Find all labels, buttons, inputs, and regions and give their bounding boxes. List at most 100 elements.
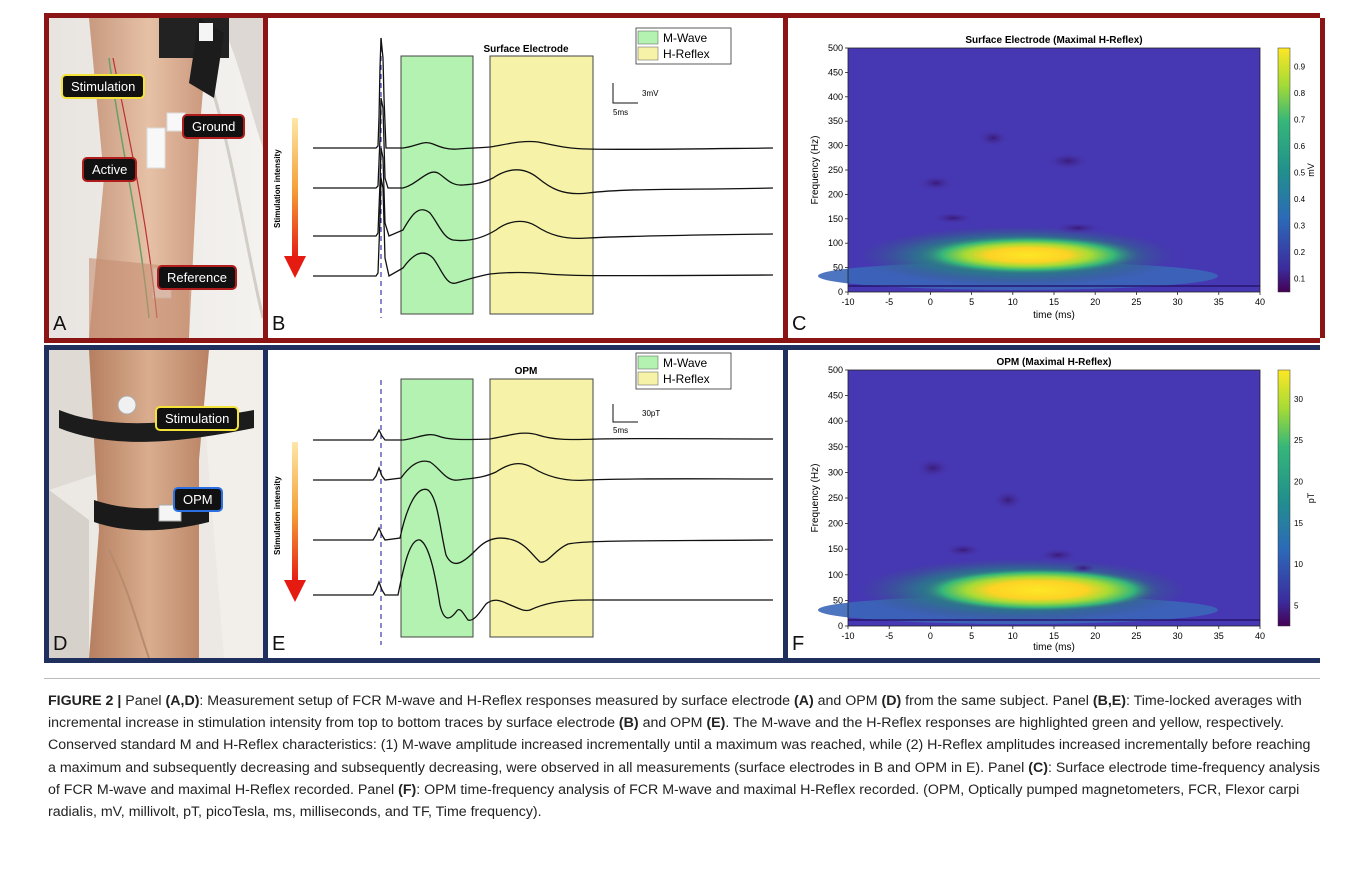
tf-xticks-surface: -10 -5 0 5 10 15 20 25 30 35 40 <box>841 292 1265 307</box>
ytick-label: 350 <box>828 442 843 452</box>
ytick-label: 250 <box>828 493 843 503</box>
panel-letter-c: C <box>792 313 807 335</box>
scale-bar-opm <box>612 404 638 423</box>
trace-title-opm: OPM <box>515 366 538 377</box>
tf-ylabel-opm: Frequency (Hz) <box>810 464 821 533</box>
hreflex-window <box>489 55 594 315</box>
tf-ylabel-surface: Frequency (Hz) <box>810 136 821 205</box>
intensity-label-surface: Stimulation intensity <box>273 149 282 228</box>
xtick-label: 10 <box>1008 297 1018 307</box>
trace-opm-4 <box>313 539 773 621</box>
cbar-tick-label: 0.3 <box>1294 222 1306 231</box>
scale-time-surface: 5ms <box>613 108 628 117</box>
caption-divider <box>44 678 1320 679</box>
ytick-label: 350 <box>828 116 843 126</box>
caption-text: and OPM <box>638 715 707 732</box>
label-opm: OPM <box>173 487 223 512</box>
scale-time-opm: 5ms <box>613 426 628 435</box>
xtick-label: 25 <box>1131 297 1141 307</box>
xtick-label: -5 <box>885 297 893 307</box>
xtick-label: 5 <box>969 631 974 641</box>
caption-text: and OPM <box>813 693 882 709</box>
xtick-label: 40 <box>1255 297 1265 307</box>
scale-amp-opm: 30pT <box>642 409 660 418</box>
legend-box-opm <box>635 352 732 390</box>
cbar-tick-label: 0.1 <box>1294 275 1306 284</box>
panel-b-traces: Surface Electrode M-Wave H-Reflex 3mV 5m… <box>268 18 783 338</box>
panel-e-traces: OPM M-Wave H-Reflex 30pT 5ms Stimulation… <box>268 350 783 658</box>
trace-plot-opm: OPM M-Wave H-Reflex 30pT 5ms Stimulation… <box>273 352 774 645</box>
tf-title-opm: OPM (Maximal H-Reflex) <box>996 357 1111 368</box>
trace-opm-1 <box>313 428 774 441</box>
tf-plot-opm: OPM (Maximal H-Reflex) 05010015020025030… <box>810 357 1316 653</box>
legend-label-mwave-opm: M-Wave <box>663 356 708 370</box>
colorbar-label-surface: mV <box>1306 163 1316 177</box>
cbar-tick-label: 0.9 <box>1294 63 1306 72</box>
ytick-label: 500 <box>828 43 843 53</box>
figure-row-surface: Stimulation Ground Active Reference A Su… <box>44 13 1325 343</box>
xtick-label: 35 <box>1214 631 1224 641</box>
xtick-label: 40 <box>1255 631 1265 641</box>
cbar-tick-label: 15 <box>1294 519 1303 528</box>
ytick-label: 450 <box>828 67 843 77</box>
legend-label-mwave: M-Wave <box>663 31 708 45</box>
panel-separator <box>783 18 788 338</box>
caption-ref: (A) <box>793 693 814 709</box>
ytick-label: 450 <box>828 391 843 401</box>
xtick-label: 20 <box>1090 631 1100 641</box>
xtick-label: 0 <box>928 297 933 307</box>
panel-separator <box>783 350 788 658</box>
caption-ref: (D) <box>881 693 902 709</box>
caption-text: . The M-wave and the H-Reflex responses … <box>48 715 1311 776</box>
caption-text: : OPM time-frequency analysis of FCR M-w… <box>48 781 1300 821</box>
cbar-tick-label: 10 <box>1294 560 1303 569</box>
panel-a-photo: Stimulation Ground Active Reference A <box>49 18 263 338</box>
xtick-label: 0 <box>928 631 933 641</box>
xtick-label: 25 <box>1131 631 1141 641</box>
ytick-label: 300 <box>828 141 843 151</box>
xtick-label: 5 <box>969 297 974 307</box>
xtick-label: 10 <box>1008 631 1018 641</box>
colorbar-ticks-opm: 5 10 15 20 25 30 <box>1294 395 1303 610</box>
panel-separator <box>263 18 268 338</box>
ytick-label: 200 <box>828 189 843 199</box>
tf-plot-surface: Surface Electrode (Maximal H-Reflex) 050… <box>810 35 1316 321</box>
xtick-label: 30 <box>1173 297 1183 307</box>
cbar-tick-label: 0.6 <box>1294 142 1306 151</box>
trace-surface-1 <box>313 37 774 151</box>
intensity-label-opm: Stimulation intensity <box>273 476 282 555</box>
caption-text: : Surface electrode time-frequency analy… <box>48 759 1321 798</box>
ytick-label: 50 <box>833 263 843 273</box>
panel-letter-b: B <box>272 313 286 335</box>
trace-surface-4 <box>313 177 774 284</box>
caption-ref: (A,D) <box>165 693 200 709</box>
label-ground: Ground <box>182 114 246 139</box>
arm-photo-surface <box>49 18 263 338</box>
caption-text: : Time-locked averages with incremental … <box>48 693 1302 732</box>
tf-xticks-opm: -10 -5 0 5 10 15 20 25 30 35 40 <box>841 626 1265 641</box>
ytick-label: 250 <box>828 165 843 175</box>
ytick-label: 200 <box>828 519 843 529</box>
xtick-label: 15 <box>1049 631 1059 641</box>
ytick-label: 300 <box>828 467 843 477</box>
arm-photo-opm <box>49 350 263 658</box>
hreflex-window-opm <box>489 378 594 638</box>
intensity-arrow-shaft <box>292 118 298 258</box>
ytick-label: 400 <box>828 416 843 426</box>
xtick-label: 20 <box>1090 297 1100 307</box>
panel-letter-d: D <box>53 633 68 655</box>
trace-opm-3 <box>313 488 774 565</box>
trace-surface-2 <box>313 97 774 195</box>
legend-swatch-mwave-opm <box>637 355 659 370</box>
legend-box-surface <box>635 27 732 65</box>
label-stimulation: Stimulation <box>61 74 146 99</box>
trace-opm-2 <box>313 460 774 482</box>
colorbar-label-opm: pT <box>1306 492 1316 503</box>
panel-letter-e: E <box>272 633 286 655</box>
cbar-tick-label: 0.2 <box>1294 248 1306 257</box>
xtick-label: -10 <box>841 297 854 307</box>
trace-surface-3 <box>313 147 774 242</box>
ytick-label: 400 <box>828 92 843 102</box>
xtick-label: -10 <box>841 631 854 641</box>
